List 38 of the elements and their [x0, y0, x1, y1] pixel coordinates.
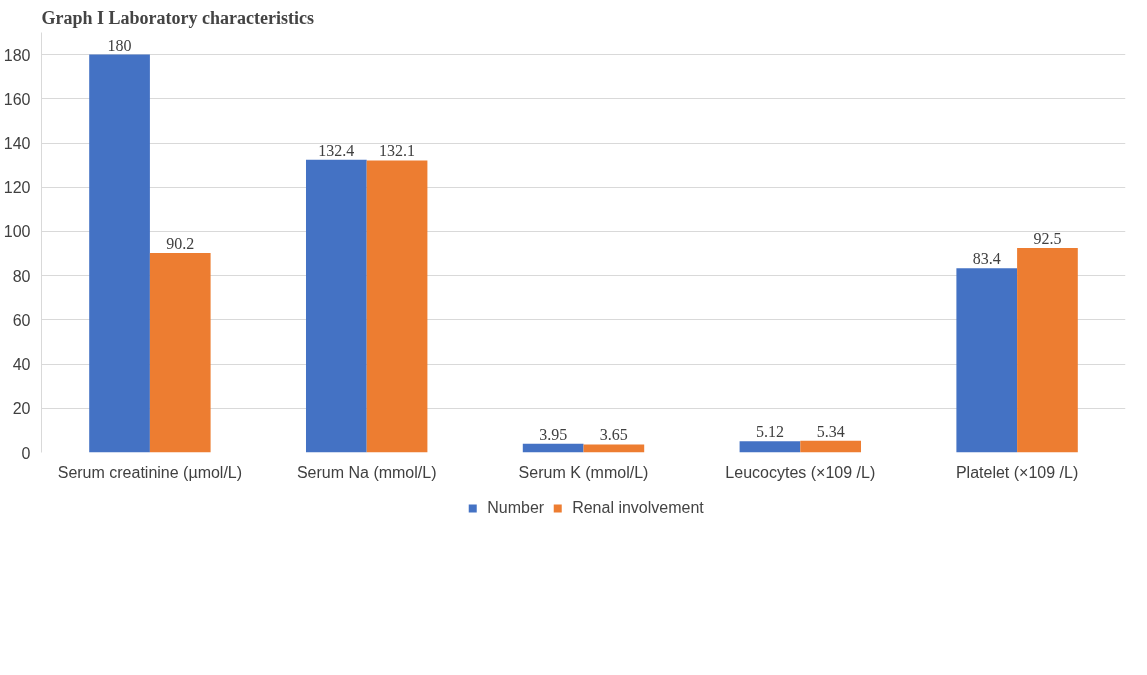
- data-label: 92.5: [1033, 230, 1062, 248]
- data-label: 3.65: [599, 426, 628, 444]
- y-tick-label: 100: [3, 223, 31, 241]
- legend-label: Renal involvement: [572, 499, 704, 517]
- y-tick-label: 160: [3, 90, 31, 108]
- data-label: 83.4: [972, 250, 1001, 268]
- y-tick-label: 180: [3, 46, 31, 64]
- data-label: 132.1: [379, 142, 416, 160]
- data-label: 90.2: [166, 235, 195, 253]
- bar: [89, 54, 150, 453]
- x-tick-label: Leucocytes (×109 /L): [725, 463, 876, 481]
- data-label: 132.4: [318, 141, 355, 159]
- x-tick-label: Serum creatinine (µmol/L): [57, 463, 243, 481]
- bar: [739, 441, 801, 453]
- legend-label: Number: [487, 499, 545, 517]
- bar: [800, 440, 861, 453]
- data-label: 5.34: [816, 422, 845, 440]
- y-tick-label: 0: [21, 444, 31, 462]
- y-tick-label: 40: [12, 356, 31, 374]
- y-tick-label: 120: [3, 179, 31, 197]
- y-tick-label: 80: [12, 267, 31, 285]
- data-label: 5.12: [755, 423, 784, 441]
- bar: [1017, 248, 1078, 453]
- bar: [149, 253, 211, 453]
- y-tick-label: 60: [12, 311, 31, 329]
- x-tick-label: Platelet (×109 /L): [955, 463, 1079, 481]
- bar: [366, 160, 428, 453]
- bar: [583, 444, 645, 453]
- data-label: 180: [107, 36, 132, 54]
- bar: [522, 443, 584, 453]
- x-tick-label: Serum K (mmol/L): [518, 463, 649, 481]
- y-tick-label: 20: [12, 400, 31, 418]
- x-tick-label: Serum Na (mmol/L): [296, 463, 437, 481]
- bar: [956, 268, 1018, 453]
- data-label: 3.95: [539, 425, 568, 443]
- chart-title: Graph I Laboratory characteristics: [41, 7, 314, 28]
- y-tick-label: 140: [3, 135, 31, 153]
- bar: [306, 159, 367, 453]
